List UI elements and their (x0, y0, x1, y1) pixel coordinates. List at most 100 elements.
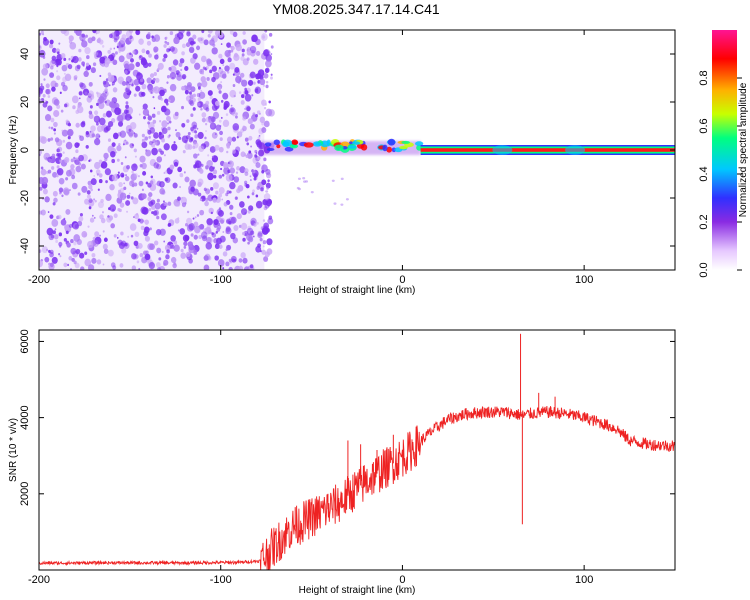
noise-blob (221, 173, 225, 177)
noise-blob (236, 131, 243, 138)
noise-blob (42, 102, 48, 108)
noise-blob (66, 242, 71, 248)
noise-blob (121, 81, 127, 86)
lower-artifact (302, 177, 306, 180)
noise-blob (218, 53, 223, 59)
noise-blob (198, 234, 202, 239)
noise-blob (87, 180, 92, 186)
noise-blob (200, 76, 206, 83)
noise-blob (118, 55, 125, 63)
noise-blob (229, 181, 236, 190)
noise-blob (175, 129, 177, 132)
noise-blob (110, 60, 113, 64)
noise-blob (86, 190, 91, 195)
noise-blob (124, 63, 130, 70)
lower-artifact (297, 187, 301, 191)
noise-blob (218, 193, 223, 198)
noise-blob (84, 91, 88, 95)
noise-blob (96, 91, 99, 95)
noise-blob (54, 228, 57, 231)
noise-blob (167, 222, 172, 227)
noise-blob (263, 193, 271, 201)
noise-blob (110, 223, 115, 229)
noise-blob (228, 266, 233, 270)
ridge-blob (273, 139, 280, 146)
noise-blob (169, 65, 177, 74)
noise-blob (182, 75, 186, 80)
noise-blob (77, 220, 83, 227)
noise-blob (162, 57, 166, 62)
noise-blob (243, 257, 247, 262)
noise-blob (70, 164, 75, 170)
noise-blob (145, 149, 152, 157)
noise-blob (153, 132, 159, 139)
noise-blob (50, 65, 54, 70)
noise-blob (260, 250, 262, 253)
noise-blob (250, 145, 252, 148)
noise-blob (229, 190, 232, 194)
noise-blob (252, 156, 259, 164)
noise-blob (98, 159, 103, 164)
noise-blob (249, 179, 252, 182)
noise-blob (78, 216, 84, 222)
noise-blob (209, 69, 213, 74)
noise-blob (126, 84, 131, 89)
noise-blob (205, 100, 210, 106)
noise-blob (238, 91, 242, 94)
noise-blob (47, 95, 51, 99)
noise-blob (220, 43, 223, 45)
noise-blob (92, 236, 96, 241)
noise-blob (60, 109, 64, 113)
noise-blob (66, 128, 74, 137)
noise-blob (253, 177, 257, 181)
noise-blob (184, 143, 191, 150)
noise-blob (68, 35, 74, 42)
noise-blob (193, 221, 199, 227)
noise-blob (175, 70, 180, 75)
noise-blob (99, 117, 106, 126)
noise-blob (63, 72, 66, 75)
noise-blob (166, 75, 170, 79)
noise-blob (199, 209, 205, 216)
noise-blob (170, 235, 176, 242)
noise-blob (124, 70, 128, 75)
noise-blob (148, 262, 155, 270)
noise-blob (113, 234, 117, 238)
noise-blob (92, 62, 97, 67)
noise-blob (247, 241, 250, 245)
noise-blob (73, 234, 81, 242)
noise-blob (242, 125, 246, 129)
ridge-blob (303, 142, 314, 148)
noise-blob (130, 173, 137, 181)
noise-blob (139, 55, 142, 59)
noise-blob (57, 214, 62, 220)
noise-blob (225, 248, 228, 252)
noise-blob (163, 240, 166, 243)
noise-blob (173, 36, 180, 45)
noise-blob (256, 222, 259, 225)
noise-blob (81, 230, 88, 238)
noise-blob (107, 49, 111, 54)
noise-blob (84, 47, 91, 55)
noise-blob (50, 126, 54, 130)
noise-blob (107, 120, 114, 128)
noise-blob (259, 237, 263, 242)
noise-blob (98, 178, 103, 184)
noise-blob (124, 175, 130, 182)
noise-blob (205, 236, 212, 244)
colorbar-gradient (712, 30, 737, 270)
noise-blob (173, 244, 180, 252)
noise-blob (50, 137, 54, 141)
noise-blob (115, 151, 118, 154)
noise-blob (177, 196, 181, 201)
noise-blob (51, 153, 56, 158)
noise-blob (241, 94, 245, 99)
ridge-blob (351, 141, 361, 145)
noise-blob (144, 219, 150, 225)
snr-frame (38, 329, 676, 571)
noise-blob (249, 71, 256, 79)
noise-blob (220, 219, 225, 224)
noise-blob (240, 55, 245, 62)
noise-blob (204, 253, 211, 261)
noise-blob (184, 235, 190, 241)
